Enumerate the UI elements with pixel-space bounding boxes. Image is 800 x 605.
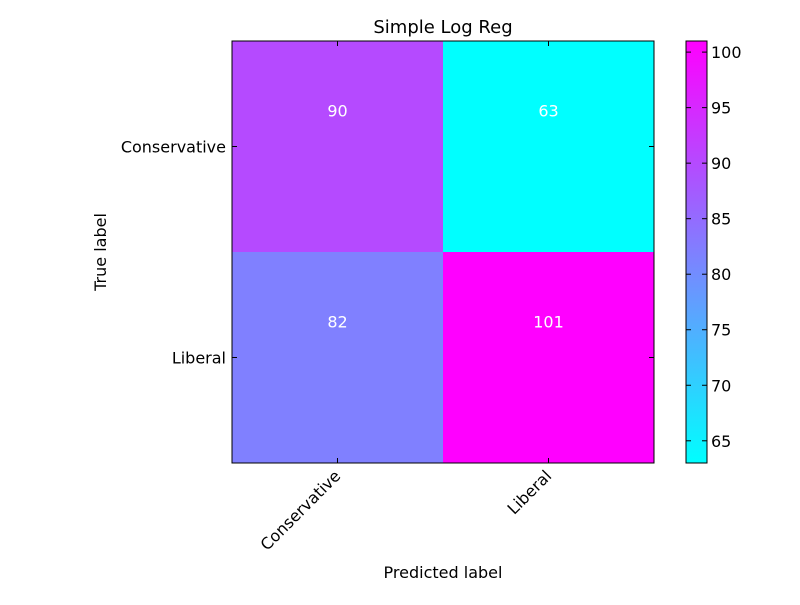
colorbar-tick-label: 80 [711, 265, 731, 284]
cell-value-label: 90 [327, 102, 347, 121]
chart-title: Simple Log Reg [373, 17, 512, 38]
colorbar-tick-label: 85 [711, 210, 731, 229]
cell-value-label: 82 [327, 313, 347, 332]
colorbar-tick-label: 95 [711, 99, 731, 118]
colorbar-tick-label: 90 [711, 154, 731, 173]
y-axis-label: True label [91, 213, 110, 292]
x-tick-label: Conservative [257, 466, 345, 554]
colorbar: 65 70 75 80 85 90 95 100 [685, 40, 742, 464]
colorbar-bar [685, 40, 708, 464]
cell-value-label: 63 [538, 102, 558, 121]
cell-value-label: 101 [533, 313, 564, 332]
heatmap-cell [232, 41, 443, 252]
heatmap-plot-area: 90 63 82 101 Conservative Liberal Conservative… [121, 40, 655, 554]
plot-frame [231, 40, 655, 464]
x-axis-label: Predicted label [384, 563, 503, 582]
x-tick-label: Liberal [504, 466, 556, 518]
colorbar-tick-label: 70 [711, 376, 731, 395]
heatmap-cell [232, 252, 443, 463]
colorbar-tick-label: 75 [711, 321, 731, 340]
y-tick-label: Liberal [172, 349, 226, 368]
colorbar-tick-label: 100 [711, 43, 742, 62]
colorbar-tick-label: 65 [711, 432, 731, 451]
heatmap-cell [443, 252, 654, 463]
heatmap-cell [443, 41, 654, 252]
y-tick-label: Conservative [121, 138, 226, 157]
